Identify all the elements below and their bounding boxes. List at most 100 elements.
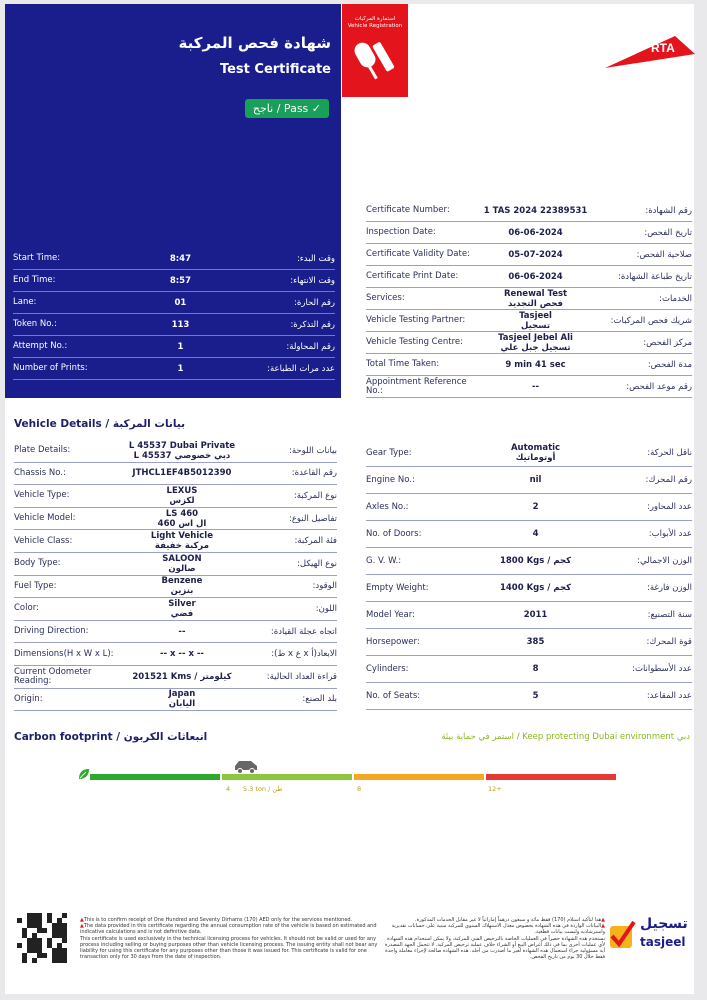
field-label: Empty Weight: — [366, 582, 429, 593]
carbon-value: 5.3 ton / طن — [243, 785, 283, 793]
tick-4: 4 — [226, 785, 231, 793]
field-value: 06-06-2024 — [508, 271, 563, 282]
table-row: Number of Prints: 1 عدد مرات الطباعة: — [13, 358, 335, 380]
qr-code — [17, 913, 67, 963]
field-value: 1400 Kgs / كجم — [499, 583, 572, 593]
field-label-arabic: الوزن فارغة: — [646, 583, 692, 593]
vehicle-registration-badge: استمارة المركبات Vehicle Registration — [342, 4, 408, 97]
field-label: Appointment Reference No.: — [366, 376, 467, 396]
pass-badge: ناجح / Pass ✓ — [244, 99, 329, 118]
field-value: 8:57 — [169, 275, 192, 286]
rta-logo: RTA — [605, 32, 695, 76]
table-row: Horsepower: 385 قوة المحرك: — [366, 629, 692, 656]
field-label: Number of Prints: — [13, 363, 88, 373]
field-label-arabic: وقت الانتهاء: — [290, 275, 335, 286]
field-label-arabic: رقم التذكرة: — [290, 319, 335, 330]
header-panel: شهادة فحص المركبة Test Certificate ناجح … — [5, 4, 341, 398]
field-label: Origin: — [14, 693, 43, 704]
field-label: Certificate Print Date: — [366, 271, 459, 281]
table-row: No. of Doors: 4 عدد الأبواب: — [366, 521, 692, 548]
field-value: JTHCL1EF4B5012390 — [132, 468, 232, 479]
field-label-arabic: قوة المحرك: — [646, 637, 692, 647]
field-label: Fuel Type: — [14, 580, 57, 591]
table-row: Origin: Japan اليابان بلد الصنع: — [14, 689, 337, 712]
field-value: Tasjeel تسجيل — [519, 310, 552, 331]
table-row: End Time: 8:57 وقت الانتهاء: — [13, 270, 335, 292]
field-label-arabic: نوع الهيكل: — [297, 558, 337, 569]
field-label: Body Type: — [14, 558, 61, 569]
table-row: Color: Silver فضي اللون: — [14, 598, 337, 621]
field-value: LEXUS لكزس — [166, 485, 198, 506]
field-label: Total Time Taken: — [366, 359, 440, 369]
title-arabic: شهادة فحص المركبة — [178, 34, 331, 52]
field-label-arabic: مدة الفحص: — [647, 359, 692, 370]
field-label: Inspection Date: — [366, 227, 436, 237]
field-value: -- x -- x -- — [159, 649, 204, 660]
certificate-info-table: Certificate Number: 1 TAS 2024 22389531 رق… — [366, 200, 692, 398]
table-row: Attempt No.: 1 رقم المحاولة: — [13, 336, 335, 358]
field-label-arabic: عدد الأبواب: — [648, 529, 692, 539]
field-value: 201521 Kms / كيلومتر — [132, 671, 232, 682]
table-row: Cylinders: 8 عدد الأسطوانات: — [366, 656, 692, 683]
field-label: Lane: — [13, 297, 37, 307]
field-label: End Time: — [13, 275, 56, 285]
vehicle-details-right: Gear Type: Automatic أوتوماتيك ناقل الحركة… — [366, 440, 692, 710]
field-value: 2011 — [523, 610, 548, 620]
table-row: Driving Direction: -- اتجاه عجلة القيادة: — [14, 621, 337, 644]
table-row: Empty Weight: 1400 Kgs / كجم الوزن فارغة: — [366, 575, 692, 602]
field-label-arabic: عدد المحاور: — [646, 502, 692, 512]
table-row: Token No.: 113 رقم التذكرة: — [13, 314, 335, 336]
certificate-page: شهادة فحص المركبة Test Certificate ناجح … — [5, 4, 695, 994]
field-value: -- — [531, 381, 540, 392]
carbon-message: استمر في حماية بيئة / Keep protecting Du… — [441, 732, 690, 742]
field-value: SALOON صالون — [162, 553, 202, 574]
table-row: Gear Type: Automatic أوتوماتيك ناقل الحركة… — [366, 440, 692, 467]
field-label-arabic: نوع المركبة: — [293, 490, 337, 501]
field-label-arabic: عدد الأسطوانات: — [632, 664, 692, 674]
tasjeel-logo: تسجيل tasjeel — [608, 916, 692, 952]
field-value: 01 — [174, 297, 187, 308]
svg-text:RTA: RTA — [651, 41, 675, 55]
field-value: nil — [529, 475, 542, 485]
field-label: Color: — [14, 603, 39, 614]
table-row: Start Time: 8:47 وقت البدء: — [13, 248, 335, 270]
field-label-arabic: بلد الصنع: — [302, 694, 337, 705]
carbon-bar-moderate — [222, 774, 352, 780]
table-row: Services: Renewal Test فحص التجديد الخدمات… — [366, 288, 692, 310]
check-icon: ✓ — [311, 102, 321, 115]
field-value: 1 — [177, 341, 184, 352]
field-label-arabic: تاريخ طباعة الشهادة: — [617, 271, 692, 282]
field-label: Certificate Validity Date: — [366, 249, 470, 259]
field-label: Token No.: — [13, 319, 57, 329]
field-value: 9 min 41 sec — [505, 359, 566, 370]
field-label-arabic: فئة المركبة: — [294, 536, 337, 547]
vehicle-details-title: Vehicle Details / بيانات المركبة — [14, 418, 186, 430]
carbon-bar-low — [90, 774, 220, 780]
field-label-arabic: رقم القاعدة: — [291, 468, 337, 479]
timing-table: Start Time: 8:47 وقت البدء: End Time: 8:57 وق… — [13, 248, 335, 380]
table-row: No. of Seats: 5 عدد المقاعد: — [366, 683, 692, 710]
field-label-arabic: قراءة العداد الحالية: — [266, 671, 337, 682]
field-value: 05-07-2024 — [508, 249, 563, 260]
field-value: Light Vehicle مركبة خفيفة — [150, 531, 213, 552]
field-value: 8:47 — [169, 253, 192, 264]
field-value: 06-06-2024 — [508, 227, 563, 238]
field-label-arabic: سنة التصنيع: — [647, 610, 692, 620]
field-label: Chassis No.: — [14, 467, 66, 478]
table-row: Vehicle Testing Centre: Tasjeel Jebel Ali… — [366, 332, 692, 354]
field-label: Vehicle Type: — [14, 490, 70, 501]
field-label: Start Time: — [13, 253, 61, 263]
table-row: Chassis No.: JTHCL1EF4B5012390 رقم القاعدة… — [14, 463, 337, 486]
field-label-arabic: رقم موعد الفحص: — [626, 381, 692, 392]
field-value: 1800 Kgs / كجم — [499, 556, 572, 566]
field-value: -- — [178, 626, 186, 637]
field-label-arabic: اتجاه عجلة القيادة: — [270, 626, 337, 637]
field-value: Japan اليابان — [168, 689, 196, 710]
field-label-arabic: وقت البدء: — [296, 253, 335, 264]
field-label-arabic: تفاصيل النوع: — [288, 513, 337, 524]
tick-8: 8 — [357, 785, 362, 793]
field-value: Silver فضي — [168, 598, 196, 619]
table-row: Engine No.: nil رقم المحرك: — [366, 467, 692, 494]
field-value: 8 — [532, 664, 539, 674]
field-value: 4 — [532, 529, 539, 539]
